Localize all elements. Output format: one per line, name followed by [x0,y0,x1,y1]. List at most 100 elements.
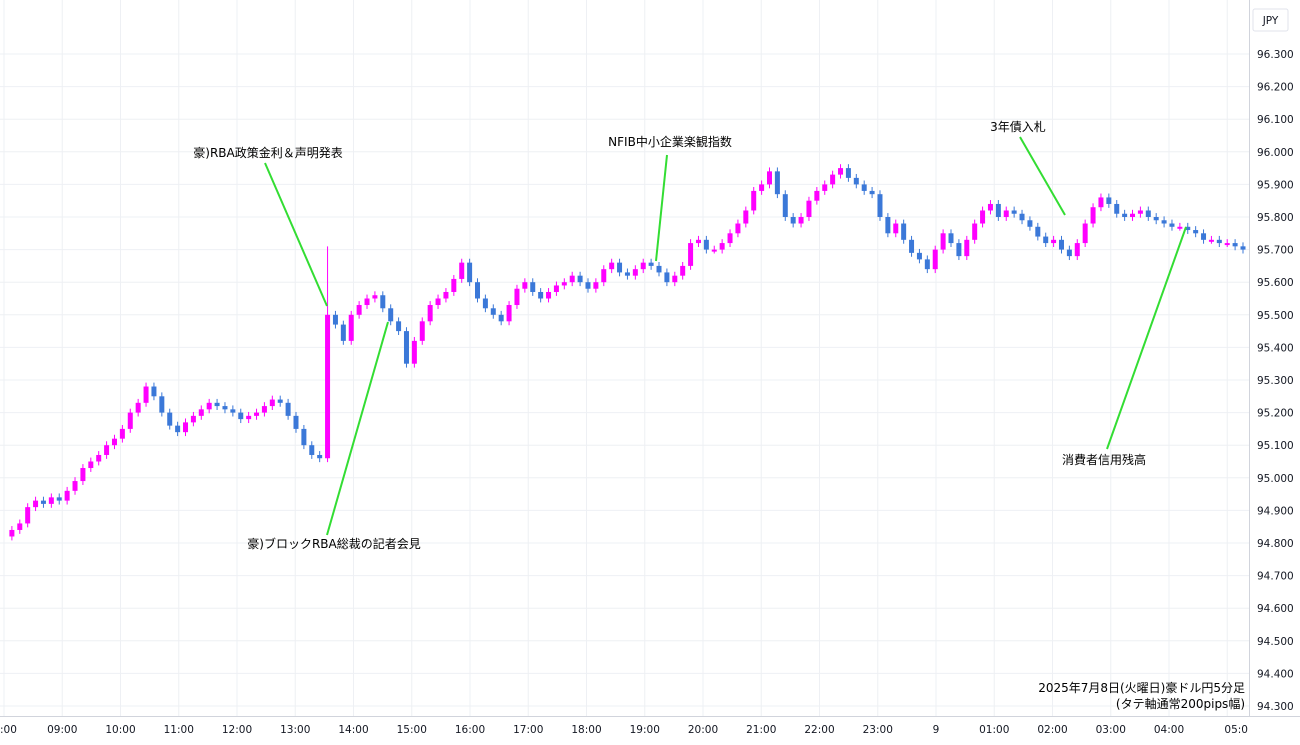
candle-body [214,402,220,407]
candle-body [1098,197,1104,208]
candle-body [790,217,796,224]
candle-body [869,190,875,195]
annotation-label: 3年債入札 [990,119,1046,134]
candle-body [411,340,417,364]
candle-body [956,243,962,257]
candle-body [183,422,189,433]
candle-body [814,190,820,201]
time-tick-label: 10:00 [105,724,135,736]
price-tick-label: 95.200 [1257,408,1294,420]
price-tick-label: 94.700 [1257,571,1294,583]
candle-body [206,402,212,410]
candle-body [1051,239,1057,244]
candle-body [1185,226,1191,231]
candle-body [632,269,638,276]
candle-body [254,412,260,416]
candle-body [617,262,623,273]
candle-body [348,314,354,341]
candle-body [1035,226,1041,237]
candle-body [325,314,331,459]
candle-body [111,438,117,446]
candle-body [980,210,986,224]
candle-body [861,184,867,191]
candle-body [167,412,173,426]
candle-body [475,282,481,299]
price-tick-label: 94.600 [1257,603,1294,615]
candle-body [719,243,725,250]
candle-body [372,295,378,299]
time-tick-label: 16:00 [455,724,485,736]
candle-body [893,223,899,234]
time-tick-label: 01:00 [979,724,1009,736]
chart-caption-line2: (タテ軸通常200pips幅) [1116,696,1245,711]
candle-body [277,399,283,403]
time-tick-label: 23:00 [863,724,893,736]
price-tick-label: 95.700 [1257,245,1294,257]
candle-body [1224,243,1230,246]
candle-body [1169,223,1175,227]
candle-body [1114,203,1120,214]
candle-body [853,177,859,185]
candle-body [96,454,102,462]
candle-body [885,217,891,234]
annotation-label: 消費者信用残高 [1062,452,1146,467]
candle-body [364,298,370,306]
candle-body [538,291,544,299]
candle-body [198,409,204,416]
candle-body [80,468,86,482]
candle-body [1043,236,1049,244]
candle-body [995,203,1001,217]
candle-body [798,217,804,224]
candle-body [711,249,717,252]
price-tick-label: 94.300 [1257,701,1294,713]
candle-body [530,282,536,292]
candle-body [127,412,133,429]
candle-body [332,314,338,325]
time-tick-label: 04:00 [1154,724,1184,736]
time-axis: :00 09:00 10:00 11:00 12:00 13:00 14:00 15:00 16… [0,724,1248,736]
candle-body [88,461,94,469]
time-tick-label: 20:00 [688,724,718,736]
candle-body [774,171,780,195]
candle-body [822,184,828,191]
candle-body [1153,217,1159,221]
candle-body [640,262,646,270]
candle-body [222,406,228,410]
candle-body [269,399,275,407]
candle-body [451,278,457,292]
time-tick-label: 17:00 [513,724,543,736]
candle-body [1145,210,1151,217]
candle-body [932,249,938,270]
candle-body [727,233,733,244]
candle-body [17,523,23,530]
candle-body [175,425,181,433]
price-tick-label: 96.100 [1257,114,1294,126]
time-tick-label: 02:00 [1037,724,1067,736]
grid-lines [0,0,1249,716]
candle-body [1074,243,1080,257]
annotation-label: NFIB中小企業楽観指数 [608,134,732,149]
candle-body [656,265,662,273]
candle-body [759,184,765,191]
price-tick-label: 94.800 [1257,538,1294,550]
candle-body [838,168,844,175]
time-tick-label: 12:00 [222,724,252,736]
currency-label: JPY [1262,15,1279,27]
candle-body [909,239,915,253]
candle-body [593,282,599,289]
candle-body [940,233,946,250]
candle-body [624,272,630,276]
annotation-line [1019,136,1066,216]
candle-body [1177,226,1183,229]
candle-body [703,239,709,250]
candle-body [48,497,54,504]
candle-body [569,275,575,283]
candle-body [1193,230,1199,234]
candle-body [9,529,15,537]
candle-body [467,262,473,283]
time-tick-label: 09:00 [47,724,77,736]
time-tick-label: 19:00 [630,724,660,736]
candle-body [25,507,31,524]
candle-body [419,321,425,341]
candle-body [1161,220,1167,224]
